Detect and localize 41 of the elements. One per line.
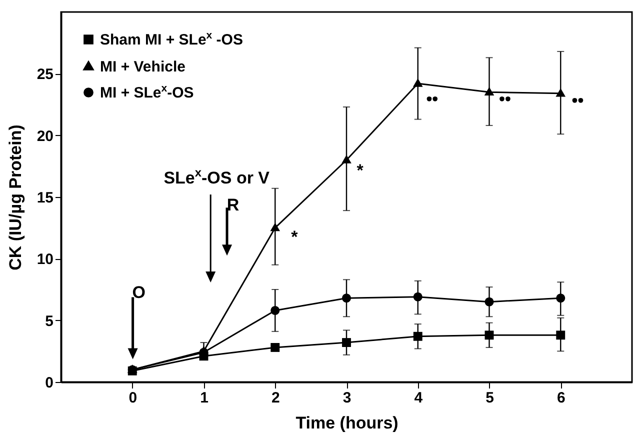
x-tick-label: 6 <box>556 390 566 406</box>
point <box>412 78 423 87</box>
annotation: * <box>291 228 298 247</box>
y-tick-label: 15 <box>36 190 54 206</box>
point <box>556 88 566 97</box>
legend-label: Sham MI + SLe$^{x}$ -OS <box>100 30 243 48</box>
annotation: SLe$^{x}$-OS or V <box>164 166 270 188</box>
x-axis-title: Time (hours) <box>296 414 398 432</box>
x-tick-label: 1 <box>200 390 208 406</box>
point <box>270 222 280 232</box>
legend-label: MI + SLe$^{x}$-OS <box>100 82 194 102</box>
annotation: * <box>356 161 364 180</box>
y-tick-label: 0 <box>45 374 54 392</box>
x-tick-label: 4 <box>414 390 424 406</box>
point <box>413 292 422 302</box>
x-tick-label: 3 <box>342 390 352 406</box>
x-tick-label: 2 <box>271 390 280 406</box>
point <box>342 294 351 303</box>
legend-label: MI + Vehicle <box>100 58 186 76</box>
annotation: •• <box>499 90 511 109</box>
point <box>556 294 566 303</box>
x-tick-label: 5 <box>486 390 494 406</box>
y-tick-label: 5 <box>45 312 54 330</box>
annotation: •• <box>426 90 438 109</box>
annotation: O <box>132 283 146 302</box>
point <box>342 338 351 348</box>
point <box>484 87 494 96</box>
annotation: •• <box>572 90 584 110</box>
point <box>484 297 494 306</box>
point <box>413 332 422 341</box>
point <box>484 330 494 340</box>
point <box>342 154 352 164</box>
y-tick-label: 25 <box>36 66 54 84</box>
point <box>270 306 280 315</box>
y-axis-title: CK (IU/µg Protein) <box>6 124 25 270</box>
y-tick-label: 20 <box>36 128 54 145</box>
x-tick-label: 0 <box>128 390 138 406</box>
y-tick-label: 10 <box>36 251 54 268</box>
point <box>270 342 280 352</box>
point <box>556 330 566 340</box>
annotation: R <box>226 196 240 215</box>
